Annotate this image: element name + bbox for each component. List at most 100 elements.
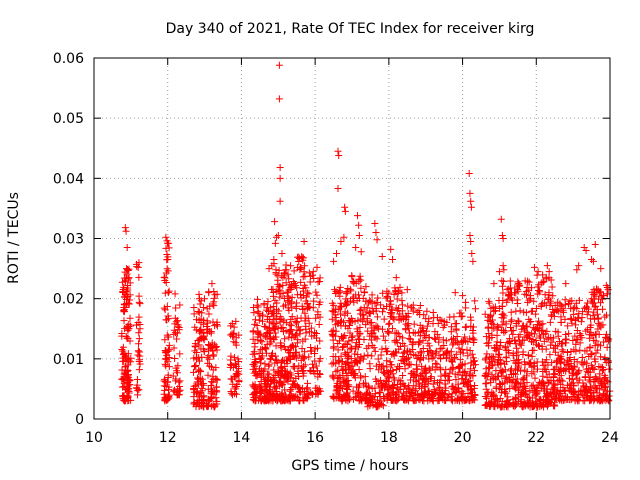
- data-point: [550, 374, 558, 382]
- data-point: [287, 356, 295, 364]
- data-point: [282, 396, 290, 404]
- data-point: [364, 403, 372, 411]
- data-point: [227, 375, 235, 383]
- data-point: [313, 291, 321, 299]
- data-point: [601, 353, 609, 361]
- data-point: [430, 377, 438, 385]
- data-point: [337, 394, 345, 402]
- data-point: [331, 311, 339, 319]
- data-point: [599, 292, 607, 300]
- data-point: [135, 313, 143, 321]
- data-point: [394, 330, 402, 338]
- data-point: [383, 287, 391, 295]
- data-point: [355, 366, 363, 374]
- data-point: [289, 362, 297, 370]
- data-point: [457, 309, 465, 317]
- data-point: [338, 302, 346, 310]
- data-point: [370, 344, 378, 352]
- data-point: [545, 378, 553, 386]
- data-point: [334, 389, 342, 397]
- data-point: [528, 352, 536, 360]
- data-point: [449, 382, 457, 390]
- data-point: [382, 348, 390, 356]
- data-point: [498, 277, 506, 285]
- data-point: [328, 307, 336, 315]
- data-point: [491, 307, 499, 315]
- data-point: [447, 348, 455, 356]
- data-point: [465, 382, 473, 390]
- data-point: [118, 375, 126, 383]
- data-point: [532, 390, 540, 398]
- data-point: [174, 321, 182, 329]
- data-point: [419, 392, 427, 400]
- data-point: [552, 341, 560, 349]
- data-point: [501, 379, 509, 387]
- data-point: [306, 278, 314, 286]
- data-point: [413, 354, 421, 362]
- data-point: [466, 335, 474, 343]
- data-point: [235, 358, 243, 366]
- data-point: [291, 349, 299, 357]
- data-point: [265, 265, 273, 273]
- data-point: [343, 340, 351, 348]
- data-point: [519, 375, 527, 383]
- data-point: [537, 395, 545, 403]
- data-point: [389, 256, 397, 264]
- data-point: [251, 367, 259, 375]
- data-point: [509, 401, 517, 409]
- data-point: [210, 341, 218, 349]
- data-point: [253, 301, 261, 309]
- data-point: [393, 329, 401, 337]
- data-point: [566, 384, 574, 392]
- data-point: [407, 303, 415, 311]
- data-point: [135, 329, 143, 337]
- data-point: [198, 309, 206, 317]
- x-axis-label: GPS time / hours: [291, 458, 408, 474]
- data-point: [406, 393, 414, 401]
- data-point: [296, 397, 304, 405]
- data-point: [287, 326, 295, 334]
- data-point: [271, 377, 279, 385]
- data-point: [230, 323, 238, 331]
- data-point: [339, 334, 347, 342]
- data-point: [260, 322, 268, 330]
- data-point: [355, 221, 363, 229]
- data-point: [120, 274, 128, 282]
- data-point: [287, 374, 295, 382]
- data-point: [569, 305, 577, 313]
- data-point: [382, 294, 390, 302]
- data-point: [264, 313, 272, 321]
- data-point: [356, 372, 364, 380]
- data-point: [263, 306, 271, 314]
- data-point: [133, 376, 141, 384]
- data-point: [415, 395, 423, 403]
- y-tick-label: 0.05: [53, 111, 84, 127]
- data-point: [427, 373, 435, 381]
- data-point: [555, 367, 563, 375]
- data-point: [492, 376, 500, 384]
- data-point: [359, 392, 367, 400]
- data-point: [160, 273, 168, 281]
- data-point: [403, 286, 411, 294]
- data-point: [209, 378, 217, 386]
- data-point: [135, 292, 143, 300]
- data-point: [404, 302, 412, 310]
- data-point: [374, 294, 382, 302]
- data-point: [357, 305, 365, 313]
- data-point: [195, 354, 203, 362]
- data-point: [445, 376, 453, 384]
- data-point: [602, 334, 610, 342]
- data-point: [299, 273, 307, 281]
- data-point: [301, 335, 309, 343]
- data-point: [400, 382, 408, 390]
- data-point: [445, 373, 453, 381]
- data-point: [388, 382, 396, 390]
- data-point: [557, 359, 565, 367]
- data-point: [586, 343, 594, 351]
- data-point: [519, 336, 527, 344]
- data-point: [270, 374, 278, 382]
- data-point: [359, 311, 367, 319]
- data-point: [345, 337, 353, 345]
- data-point: [526, 292, 534, 300]
- data-point: [357, 284, 365, 292]
